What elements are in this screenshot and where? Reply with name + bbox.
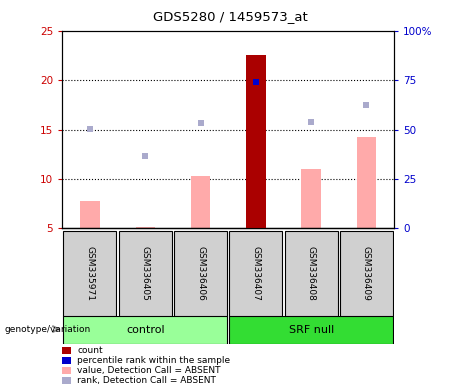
- Bar: [229, 316, 393, 344]
- Text: GSM336409: GSM336409: [362, 246, 371, 301]
- Text: GSM335971: GSM335971: [85, 246, 95, 301]
- Bar: [63, 316, 227, 344]
- Text: control: control: [126, 325, 165, 335]
- Bar: [191, 176, 210, 228]
- Bar: [301, 169, 321, 228]
- Text: percentile rank within the sample: percentile rank within the sample: [77, 356, 230, 365]
- Text: GSM336405: GSM336405: [141, 246, 150, 301]
- Text: SRF null: SRF null: [289, 325, 334, 335]
- Bar: [340, 231, 393, 316]
- Bar: [246, 55, 266, 228]
- Bar: [284, 231, 338, 316]
- Bar: [63, 231, 117, 316]
- Bar: [80, 201, 100, 228]
- Bar: [136, 227, 155, 228]
- Text: GSM336408: GSM336408: [307, 246, 316, 301]
- Bar: [118, 231, 172, 316]
- Text: count: count: [77, 346, 103, 355]
- Text: rank, Detection Call = ABSENT: rank, Detection Call = ABSENT: [77, 376, 216, 384]
- Bar: [229, 231, 283, 316]
- Bar: [357, 137, 376, 228]
- Text: genotype/variation: genotype/variation: [5, 324, 91, 334]
- Text: GDS5280 / 1459573_at: GDS5280 / 1459573_at: [153, 10, 308, 23]
- Text: GSM336407: GSM336407: [251, 246, 260, 301]
- Text: value, Detection Call = ABSENT: value, Detection Call = ABSENT: [77, 366, 221, 375]
- Bar: [174, 231, 227, 316]
- Text: GSM336406: GSM336406: [196, 246, 205, 301]
